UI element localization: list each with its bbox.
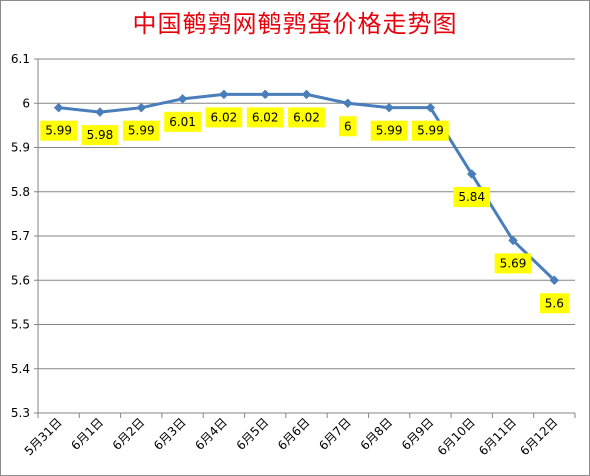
- y-tick-label: 5.8: [11, 185, 30, 199]
- data-label: 5.99: [122, 120, 160, 141]
- data-label-text: 6.01: [169, 115, 196, 129]
- data-label-box: [81, 125, 119, 146]
- data-label: 5.99: [412, 120, 449, 141]
- data-point: [425, 102, 436, 113]
- x-tick-label: 6月1日: [68, 415, 106, 453]
- y-tick-label: 5.5: [11, 318, 30, 332]
- data-label: 5.69: [494, 253, 532, 274]
- data-label-text: 5.69: [500, 256, 527, 270]
- data-label-text: 5.99: [417, 124, 444, 138]
- x-tick-label: 6月9日: [399, 415, 437, 453]
- data-label-box: [40, 120, 78, 141]
- data-label: 6.02: [246, 107, 284, 128]
- data-label: 6: [338, 116, 357, 137]
- data-label-text: 6.02: [252, 110, 279, 124]
- data-label: 5.84: [453, 187, 491, 208]
- data-label-box: [539, 293, 569, 314]
- data-point: [384, 102, 394, 113]
- data-point: [301, 89, 312, 100]
- data-label-box: [164, 111, 201, 132]
- data-label-text: 5.6: [545, 296, 564, 310]
- data-label-box: [205, 107, 243, 128]
- data-point: [466, 169, 477, 179]
- y-tick-labels: 5.3 5.4 5.5 5.6 5.7 5.8 5.9 6 6.1: [11, 52, 30, 420]
- data-point: [53, 102, 64, 113]
- data-label-text: 5.99: [128, 124, 155, 138]
- x-tick-label: 6月10日: [435, 415, 478, 458]
- data-labels: 5.99 5.98 5.99 6.01 6.02 6.02 6.02 6 5.99 5.99 5.8…: [40, 107, 569, 314]
- data-label-text: 5.84: [458, 190, 485, 204]
- data-point: [136, 102, 147, 113]
- data-point: [219, 89, 229, 100]
- data-label: 6.02: [288, 107, 325, 128]
- data-label-text: 6.02: [293, 110, 320, 124]
- data-label-text: 5.98: [87, 128, 114, 142]
- chart-title: 中国鹌鹑网鹌鹑蛋价格走势图: [132, 10, 458, 38]
- x-tick-label: 6月7日: [316, 415, 354, 453]
- data-label-box: [412, 120, 449, 141]
- data-point: [342, 98, 353, 109]
- data-point: [260, 89, 271, 100]
- data-label: 5.99: [40, 120, 78, 141]
- y-tick-label: 5.4: [11, 362, 30, 376]
- y-tick-label: 6: [22, 96, 30, 110]
- data-points: [53, 89, 560, 286]
- data-label-box: [494, 253, 532, 274]
- data-label-text: 5.99: [376, 124, 403, 138]
- x-tick-label: 6月6日: [275, 415, 313, 453]
- data-label-box: [370, 120, 408, 141]
- y-tick-label: 5.3: [11, 406, 30, 420]
- data-label-text: 5.99: [45, 124, 72, 138]
- data-label: 5.6: [539, 293, 569, 314]
- data-label-box: [246, 107, 284, 128]
- data-point: [549, 275, 560, 286]
- y-tick-label: 6.1: [11, 52, 30, 66]
- x-tick-label: 6月12日: [517, 415, 560, 458]
- x-tick-label: 5月31日: [22, 415, 65, 458]
- y-tick-label: 5.7: [11, 229, 30, 243]
- data-label-box: [338, 116, 357, 137]
- x-tick-label: 6月2日: [110, 415, 148, 453]
- data-label: 6.01: [164, 111, 201, 132]
- data-label-box: [288, 107, 325, 128]
- data-label-text: 6: [344, 119, 352, 133]
- data-point: [177, 93, 188, 104]
- data-label-box: [122, 120, 160, 141]
- data-point: [95, 107, 105, 117]
- x-tick-label: 6月8日: [358, 415, 396, 453]
- data-label-text: 6.02: [211, 110, 238, 124]
- data-label-box: [453, 187, 491, 208]
- data-label: 5.99: [370, 120, 408, 141]
- x-tick-label: 6月4日: [192, 415, 230, 453]
- data-label: 5.98: [81, 125, 119, 146]
- x-tick-label: 6月5日: [234, 415, 272, 453]
- y-tick-label: 5.9: [11, 141, 30, 155]
- data-label: 6.02: [205, 107, 243, 128]
- y-tick-label: 5.6: [11, 273, 30, 287]
- data-point: [508, 235, 518, 246]
- x-tick-labels: 5月31日 6月1日 6月2日 6月3日 6月4日 6月5日 6月6日 6月7日 6月8日 6月9…: [22, 415, 561, 458]
- axes: [34, 58, 576, 418]
- x-tick-label: 6月3日: [151, 415, 189, 453]
- x-tick-label: 6月11日: [476, 415, 519, 458]
